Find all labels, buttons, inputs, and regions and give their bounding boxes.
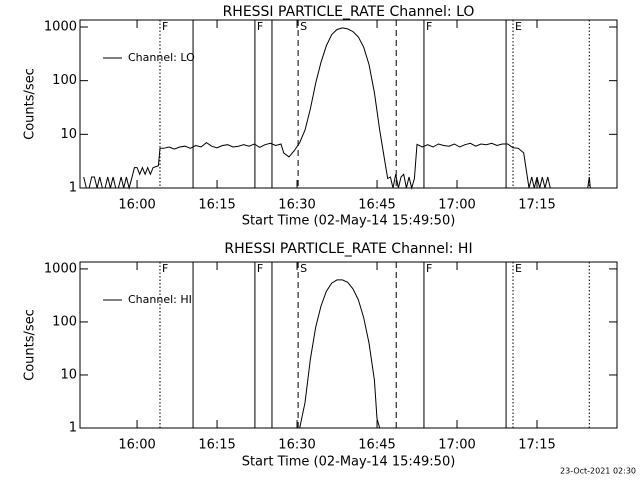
legend-label: Channel: LO: [128, 51, 195, 64]
x-tick-label: 16:15: [198, 198, 235, 213]
y-tick-label: 1000: [44, 261, 77, 276]
data-line: [83, 27, 617, 190]
x-tick-label: 16:00: [118, 438, 155, 453]
data-line: [83, 279, 617, 429]
y-tick-label: 100: [52, 314, 77, 329]
marker-label: F: [257, 262, 263, 275]
x-tick-label: 16:00: [118, 198, 155, 213]
marker-label: E: [515, 262, 522, 275]
chart-title: RHESSI PARTICLE_RATE Channel: LO: [223, 4, 475, 20]
y-axis-label: Counts/sec: [23, 309, 38, 381]
marker-label: F: [162, 20, 168, 33]
x-axis-label: Start Time (02-May-14 15:49:50): [242, 455, 456, 470]
legend-label: Channel: HI: [128, 293, 192, 306]
x-tick-label: 17:00: [438, 438, 475, 453]
footer-timestamp: 23-Oct-2021 02:30: [560, 467, 636, 476]
marker-label: F: [162, 262, 168, 275]
x-tick-label: 17:15: [518, 198, 555, 213]
marker-label: F: [426, 20, 432, 33]
marker-label: F: [426, 262, 432, 275]
y-tick-label: 1000: [44, 19, 77, 34]
marker-label: S: [300, 20, 307, 33]
x-tick-label: 16:30: [278, 198, 315, 213]
y-axis-label: Counts/sec: [23, 68, 38, 140]
x-tick-label: 17:00: [438, 198, 475, 213]
x-axis-label: Start Time (02-May-14 15:49:50): [242, 214, 456, 229]
x-tick-label: 16:15: [198, 438, 235, 453]
y-tick-label: 100: [52, 73, 77, 88]
marker-label: E: [515, 20, 522, 33]
marker-label: F: [257, 20, 263, 33]
chart-title: RHESSI PARTICLE_RATE Channel: HI: [224, 241, 472, 257]
y-tick-label: 10: [60, 127, 77, 142]
y-tick-label: 10: [60, 367, 77, 382]
x-tick-label: 16:45: [358, 438, 395, 453]
x-tick-label: 17:15: [518, 438, 555, 453]
x-tick-label: 16:30: [278, 438, 315, 453]
y-tick-label: 1: [69, 181, 77, 196]
y-tick-label: 1: [69, 421, 77, 436]
plot-frame: [79, 261, 618, 429]
plot-frame: [79, 19, 618, 189]
x-tick-label: 16:45: [358, 198, 395, 213]
marker-label: S: [300, 262, 307, 275]
